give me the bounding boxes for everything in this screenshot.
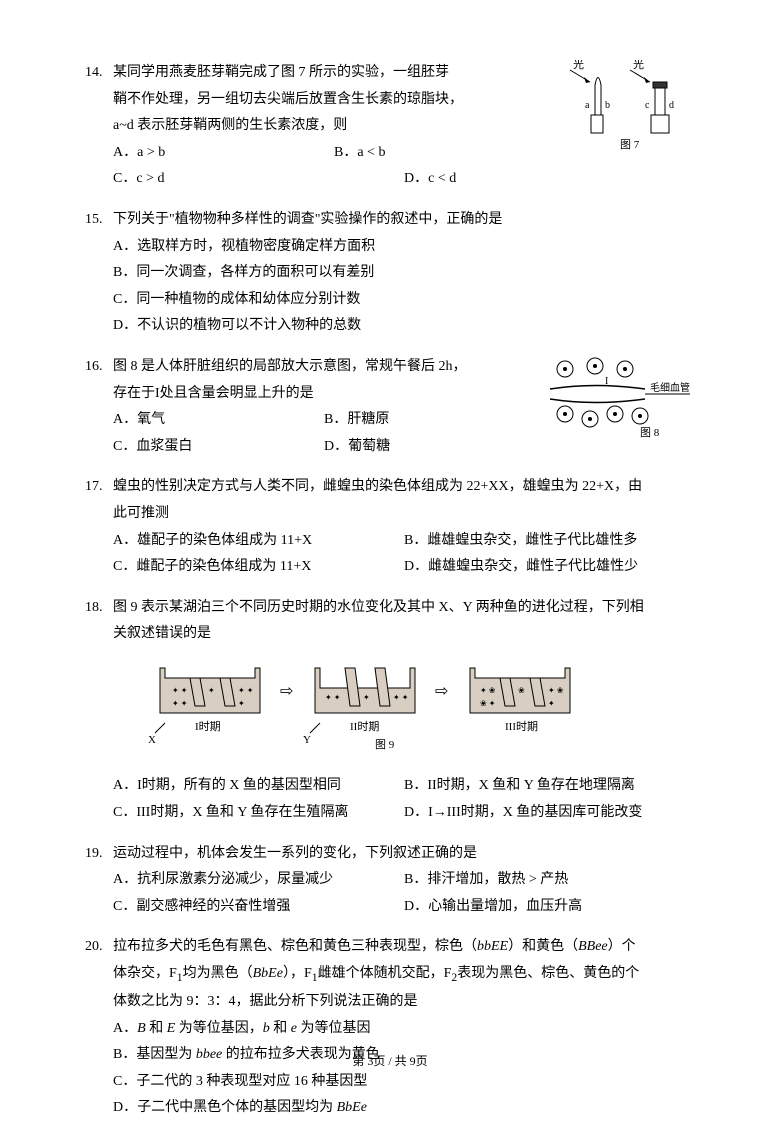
q14-option-a: A．a > b — [113, 140, 334, 167]
question-16: I 毛细血管 图 8 16. 图 8 是人体肝脏组织的局部放大示意图，常规午餐后… — [85, 354, 695, 460]
q15-option-a: A．选取样方时，视植物密度确定样方面积 — [85, 234, 695, 261]
question-17: 17. 蝗虫的性别决定方式与人类不同，雌蝗虫的染色体组成为 22+XX，雄蝗虫为… — [85, 474, 695, 580]
period-2-label: II时期 — [350, 720, 379, 733]
q16-option-d: D．葡萄糖 — [324, 434, 535, 461]
period-3-label: III时期 — [505, 720, 538, 733]
q18-stem-line1: 图 9 表示某湖泊三个不同历史时期的水位变化及其中 X、Y 两种鱼的进化过程，下… — [113, 600, 644, 615]
q20-number: 20. — [85, 934, 113, 1015]
q14-number: 14. — [85, 60, 113, 140]
svg-text:✦ ✦: ✦ ✦ — [172, 686, 188, 695]
svg-text:b: b — [605, 100, 610, 111]
svg-text:Y: Y — [303, 734, 311, 746]
figure-8-label: 图 8 — [640, 426, 660, 439]
q19-option-a: A．抗利尿激素分泌减少，尿量减少 — [113, 867, 404, 894]
q17-option-c: C．雌配子的染色体组成为 11+X — [113, 554, 404, 581]
q15-option-c: C．同一种植物的成体和幼体应分别计数 — [85, 287, 695, 314]
figure-9-label: 图 9 — [375, 738, 395, 751]
svg-text:⇨: ⇨ — [280, 683, 293, 700]
q16-stem-line2: 存在于I处且含量会明显上升的是 — [113, 381, 535, 408]
q20-stem-line1: 拉布拉多犬的毛色有黑色、棕色和黄色三种表现型，棕色（bbEE）和黄色（BBee）… — [113, 934, 695, 961]
svg-text:X: X — [148, 734, 156, 746]
q16-option-c: C．血浆蛋白 — [113, 434, 324, 461]
q17-number: 17. — [85, 474, 113, 527]
light-label-2: 光 — [633, 60, 644, 71]
svg-text:✦ ❀: ✦ ❀ — [548, 686, 564, 695]
period-1-label: I时期 — [195, 720, 221, 733]
q14-stem-line2: 鞘不作处理，另一组切去尖端后放置含生长素的琼脂块， — [113, 87, 555, 114]
svg-text:✦ ✦: ✦ ✦ — [238, 686, 254, 695]
q14-option-d: D．c < d — [404, 166, 695, 193]
q18-number: 18. — [85, 595, 113, 648]
q18-option-b: B．II时期，X 鱼和 Y 鱼存在地理隔离 — [404, 773, 695, 800]
q16-option-a: A．氧气 — [113, 407, 324, 434]
q14-option-b: B．a < b — [334, 140, 555, 167]
q16-stem-line1: 图 8 是人体肝脏组织的局部放大示意图，常规午餐后 2h， — [113, 354, 535, 381]
svg-text:✦ ✦: ✦ ✦ — [172, 699, 188, 708]
page-footer: 第 3页 / 共 9页 — [0, 1050, 780, 1073]
svg-text:d: d — [669, 100, 674, 111]
svg-text:✦ ❀: ✦ ❀ — [480, 686, 496, 695]
svg-text:a: a — [585, 100, 590, 111]
q17-stem-line2: 此可推测 — [113, 506, 169, 521]
q20-stem-line2: 体杂交，F1均为黑色（BbEe），F1雌雄个体随机交配，F2表现为黑色、棕色、黄… — [113, 961, 695, 989]
capillary-label: 毛细血管 — [650, 381, 690, 394]
q14-stem-line3: a~d 表示胚芽鞘两侧的生长素浓度，则 — [113, 113, 555, 140]
q17-stem-line1: 蝗虫的性别决定方式与人类不同，雌蝗虫的染色体组成为 22+XX，雄蝗虫为 22+… — [113, 479, 642, 494]
svg-text:✦ ✦: ✦ ✦ — [325, 693, 341, 702]
q14-stem: 某同学用燕麦胚芽鞘完成了图 7 所示的实验，一组胚芽 鞘不作处理，另一组切去尖端… — [113, 60, 555, 140]
q19-option-c: C．副交感神经的兴奋性增强 — [113, 894, 404, 921]
q16-option-b: B．肝糖原 — [324, 407, 535, 434]
figure-7: 光 a b 光 c d 图 7 — [565, 60, 695, 161]
svg-text:✦: ✦ — [208, 686, 215, 695]
svg-text:✦: ✦ — [238, 699, 245, 708]
q19-option-d: D．心输出量增加，血压升高 — [404, 894, 695, 921]
q19-option-b: B．排汗增加，散热 > 产热 — [404, 867, 695, 894]
svg-text:❀: ❀ — [518, 686, 525, 695]
q15-number: 15. — [85, 207, 113, 234]
question-15: 15. 下列关于"植物物种多样性的调查"实验操作的叙述中，正确的是 A．选取样方… — [85, 207, 695, 340]
figure-9: ✦ ✦ ✦ ✦ ✦ ✦ ✦ ✦ X I时期 ⇨ ✦ ✦ ✦ ✦ ✦ Y II时期 ⇨ — [85, 658, 695, 764]
q18-stem-line2: 关叙述错误的是 — [113, 626, 211, 641]
q17-stem: 蝗虫的性别决定方式与人类不同，雌蝗虫的染色体组成为 22+XX，雄蝗虫为 22+… — [113, 474, 695, 527]
question-18: 18. 图 9 表示某湖泊三个不同历史时期的水位变化及其中 X、Y 两种鱼的进化… — [85, 595, 695, 827]
question-14: 光 a b 光 c d 图 7 14. 某同学用燕麦胚芽鞘完成了图 7 所示的实… — [85, 60, 695, 193]
q19-stem: 运动过程中，机体会发生一系列的变化，下列叙述正确的是 — [113, 841, 695, 868]
question-20: 20. 拉布拉多犬的毛色有黑色、棕色和黄色三种表现型，棕色（bbEE）和黄色（B… — [85, 934, 695, 1122]
q17-option-b: B．雌雄蝗虫杂交，雌性子代比雄性多 — [404, 528, 695, 555]
q18-option-d: D．I→III时期，X 鱼的基因库可能改变 — [404, 800, 695, 827]
q14-stem-line1: 某同学用燕麦胚芽鞘完成了图 7 所示的实验，一组胚芽 — [113, 60, 555, 87]
svg-text:⇨: ⇨ — [435, 683, 448, 700]
q16-number: 16. — [85, 354, 113, 407]
question-19: 19. 运动过程中，机体会发生一系列的变化，下列叙述正确的是 A．抗利尿激素分泌… — [85, 841, 695, 921]
figure-7-label: 图 7 — [620, 138, 640, 150]
q20-option-d: D．子二代中黑色个体的基因型均为 BbEe — [85, 1095, 695, 1122]
q18-stem: 图 9 表示某湖泊三个不同历史时期的水位变化及其中 X、Y 两种鱼的进化过程，下… — [113, 595, 695, 648]
svg-text:c: c — [645, 100, 650, 111]
figure-8: I 毛细血管 图 8 — [545, 354, 695, 450]
q20-stem-line3: 体数之比为 9：3：4，据此分析下列说法正确的是 — [113, 989, 695, 1016]
q17-option-a: A．雄配子的染色体组成为 11+X — [113, 528, 404, 555]
q20-option-a: A．B 和 E 为等位基因，b 和 e 为等位基因 — [85, 1016, 695, 1043]
svg-text:❀ ✦: ❀ ✦ — [480, 699, 496, 708]
q15-option-b: B．同一次调查，各样方的面积可以有差别 — [85, 260, 695, 287]
light-label-1: 光 — [573, 60, 584, 71]
q14-option-c: C．c > d — [113, 166, 404, 193]
q16-stem: 图 8 是人体肝脏组织的局部放大示意图，常规午餐后 2h， 存在于I处且含量会明… — [113, 354, 535, 407]
svg-text:✦: ✦ — [548, 699, 555, 708]
svg-text:✦ ✦: ✦ ✦ — [393, 693, 409, 702]
q18-option-a: A．I时期，所有的 X 鱼的基因型相同 — [113, 773, 404, 800]
q18-option-c: C．III时期，X 鱼和 Y 鱼存在生殖隔离 — [113, 800, 404, 827]
q19-number: 19. — [85, 841, 113, 868]
q17-option-d: D．雌雄蝗虫杂交，雌性子代比雄性少 — [404, 554, 695, 581]
svg-text:✦: ✦ — [363, 693, 370, 702]
q20-stem: 拉布拉多犬的毛色有黑色、棕色和黄色三种表现型，棕色（bbEE）和黄色（BBee）… — [113, 934, 695, 1015]
q15-stem: 下列关于"植物物种多样性的调查"实验操作的叙述中，正确的是 — [113, 207, 695, 234]
q15-option-d: D．不认识的植物可以不计入物种的总数 — [85, 313, 695, 340]
